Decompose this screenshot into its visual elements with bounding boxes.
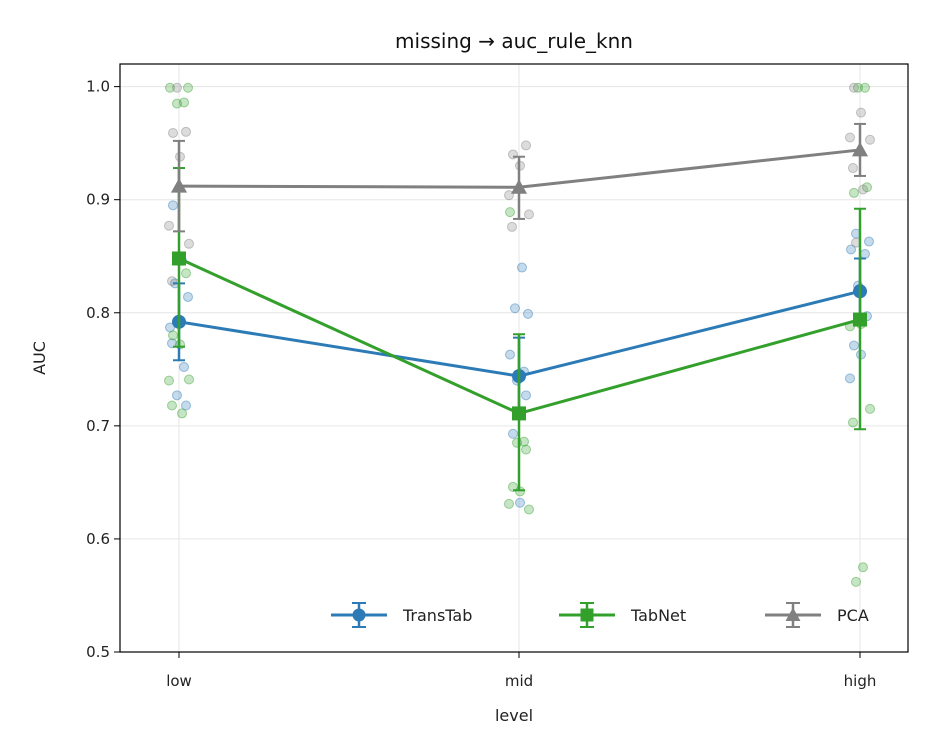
jitter-point-pca [504, 190, 514, 201]
legend-marker-pca [785, 607, 801, 621]
jitter-point-tabnet [165, 82, 175, 93]
jitter-point-transtab [517, 262, 527, 273]
jitter-point-transtab [168, 200, 178, 211]
x-tick-label: high [844, 672, 877, 690]
jitter-point-pca [507, 221, 517, 232]
jitter-point-tabnet [521, 444, 531, 455]
axes: 0.5 0.6 0.7 0.8 0.9 1.0 low mid high [86, 78, 876, 690]
jitter-point-transtab [179, 362, 189, 373]
x-axis-label: level [495, 706, 533, 725]
jitter-point-pca [849, 82, 859, 93]
jitter-point-tabnet [848, 417, 858, 428]
jitter-point-pca [845, 132, 855, 143]
x-tick-label: mid [505, 672, 533, 690]
jitter-point-transtab [521, 390, 531, 401]
jitter-point-pca [164, 220, 174, 231]
series-pca [170, 122, 869, 233]
marker-tabnet-low [172, 251, 186, 266]
y-axis-label: AUC [30, 341, 49, 375]
jitter-point-pca [184, 238, 194, 249]
legend-label-pca: PCA [837, 606, 869, 625]
legend-label-tabnet: TabNet [630, 606, 686, 625]
jitter-point-tabnet [851, 576, 861, 587]
marker-pca-low [170, 178, 188, 193]
marker-pca-high [851, 141, 869, 157]
marker-tabnet-high [853, 312, 867, 327]
jitter-point-transtab [510, 303, 520, 314]
y-tick-label: 1.0 [86, 78, 110, 96]
jitter-point-pca [856, 107, 866, 118]
jitter-point-tabnet [168, 330, 178, 341]
jitter-point-pca [521, 140, 531, 151]
jitter-point-tabnet [853, 82, 863, 93]
jitter-point-tabnet [865, 403, 875, 414]
jitter-point-tabnet [172, 98, 182, 109]
legend-item-pca: PCA [765, 602, 869, 628]
jitter-point-tabnet [860, 82, 870, 93]
jitter-point-transtab [864, 236, 874, 247]
jitter-point-transtab [172, 390, 182, 401]
jitter-point-tabnet [524, 504, 534, 515]
chart-title: missing → auc_rule_knn [395, 29, 633, 53]
legend-item-tabnet: TabNet [559, 602, 686, 628]
series-layer [170, 122, 869, 492]
legend-marker-tabnet [580, 608, 594, 622]
jitter-point-pca [181, 126, 191, 137]
jitter-point-transtab [183, 291, 193, 302]
marker-pca-mid [510, 179, 528, 194]
jitter-point-pca [848, 163, 858, 174]
jitter-point-transtab [860, 248, 870, 259]
jitter-point-transtab [523, 308, 533, 319]
jitter-point-transtab [165, 322, 175, 333]
jitter-point-tabnet [183, 82, 193, 93]
marker-tabnet-mid [512, 406, 526, 421]
jitter-point-transtab [846, 244, 856, 255]
jitter-point-tabnet [164, 375, 174, 386]
jitter-point-tabnet [849, 187, 859, 198]
jitter-point-pca [524, 209, 534, 220]
jitter-point-transtab [849, 340, 859, 351]
jitter-point-pca [858, 184, 868, 195]
y-tick-label: 0.7 [86, 417, 110, 435]
jitter-point-tabnet [177, 408, 187, 419]
x-tick-label: low [166, 672, 192, 690]
jitter-point-transtab [508, 428, 518, 439]
jitter-point-transtab [181, 400, 191, 411]
plot-frame [119, 63, 909, 653]
jitter-point-tabnet [181, 268, 191, 279]
y-tick-label: 0.8 [86, 304, 110, 322]
legend-marker-transtab [352, 608, 366, 622]
jitter-point-tabnet [508, 481, 518, 492]
jitter-point-transtab [515, 497, 525, 508]
jitter-point-pca [168, 127, 178, 138]
jitter-point-pca [865, 134, 875, 145]
jitter-point-tabnet [504, 498, 514, 509]
y-tick-label: 0.9 [86, 191, 110, 209]
legend: TransTab TabNet PCA [331, 602, 869, 628]
jitter-point-tabnet [184, 374, 194, 385]
legend-item-transtab: TransTab [331, 602, 472, 628]
jitter-point-pca [172, 82, 182, 93]
y-tick-label: 0.6 [86, 530, 110, 548]
y-tick-label: 0.5 [86, 643, 110, 661]
jitter-point-transtab [167, 338, 177, 349]
jitter-point-tabnet [179, 97, 189, 108]
jitter-point-tabnet [505, 207, 515, 218]
jitter-point-transtab [845, 373, 855, 384]
legend-label-transtab: TransTab [402, 606, 472, 625]
jitter-point-transtab [505, 349, 515, 360]
jitter-point-tabnet [167, 400, 177, 411]
jitter-point-tabnet [858, 562, 868, 573]
jitter-point-tabnet [862, 182, 872, 193]
